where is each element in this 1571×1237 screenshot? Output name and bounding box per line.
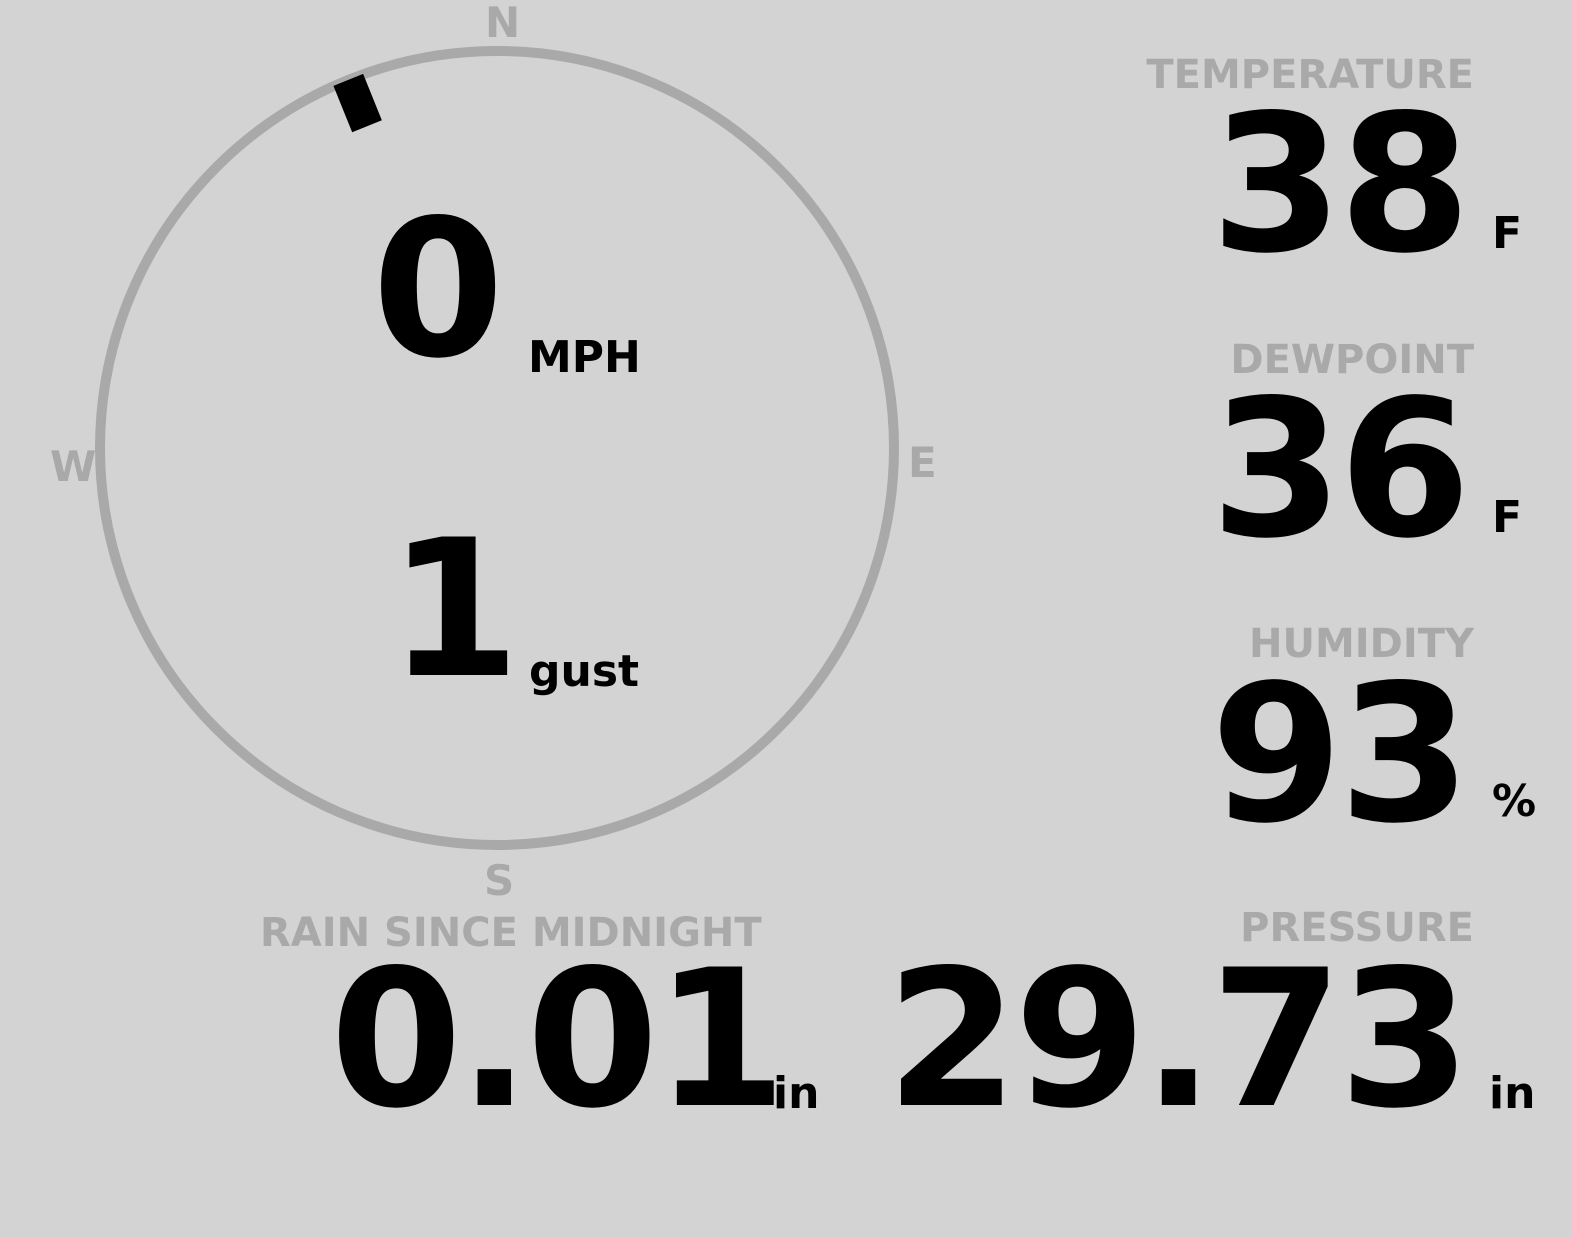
humidity-value: 93 [1210, 644, 1471, 865]
temperature-unit: F [1492, 208, 1523, 259]
rain-label: RAIN SINCE MIDNIGHT [260, 910, 762, 956]
wind-gust-value: 1 [388, 499, 520, 720]
pressure-value: 29.73 [886, 929, 1471, 1150]
wind-speed-unit: MPH [528, 332, 641, 383]
wind-direction-marker [333, 73, 382, 133]
wind-gust-unit: gust [529, 646, 640, 697]
humidity-unit: % [1492, 776, 1537, 827]
compass-north-label: N [485, 0, 521, 47]
dewpoint-label: DEWPOINT [1230, 337, 1474, 383]
temperature-value: 38 [1210, 74, 1471, 295]
rain-unit: in [773, 1068, 820, 1119]
temperature-label: TEMPERATURE [1146, 52, 1474, 98]
pressure-label: PRESSURE [1240, 905, 1474, 951]
compass-ring [95, 46, 899, 850]
compass-east-label: E [908, 438, 937, 487]
pressure-unit: in [1489, 1068, 1536, 1119]
dewpoint-value: 36 [1210, 359, 1471, 580]
compass-south-label: S [484, 856, 515, 905]
humidity-label: HUMIDITY [1249, 621, 1474, 667]
wind-compass [95, 46, 899, 850]
rain-value: 0.01 [330, 929, 787, 1150]
wind-direction-indicator [333, 73, 382, 133]
dewpoint-unit: F [1492, 492, 1523, 543]
compass-west-label: W [50, 442, 97, 491]
wind-speed-value: 0 [372, 179, 504, 400]
